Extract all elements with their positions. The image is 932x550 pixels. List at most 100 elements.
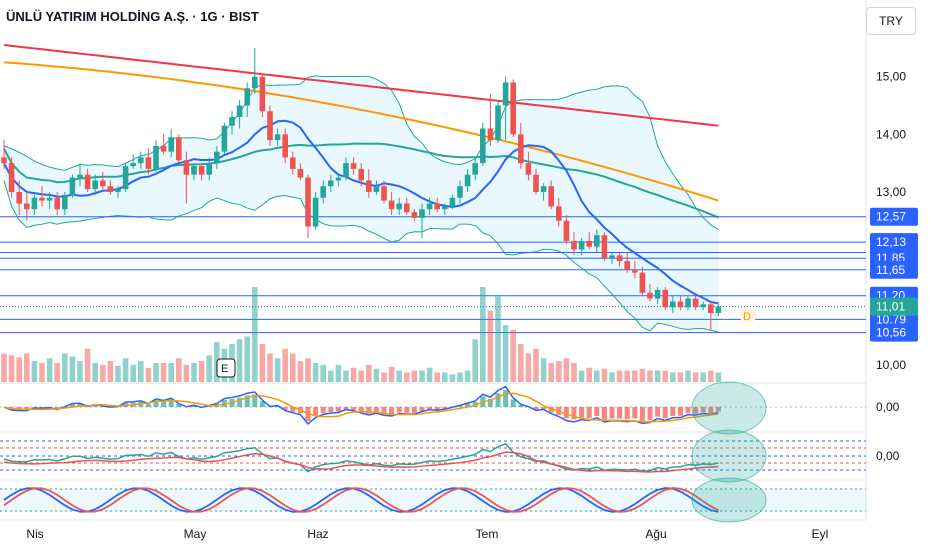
candle-body[interactable] — [297, 168, 304, 178]
candle-body[interactable] — [107, 186, 114, 192]
candle-body[interactable] — [160, 145, 167, 152]
candle-body[interactable] — [130, 163, 136, 167]
candle-body[interactable] — [578, 240, 585, 250]
candle-body[interactable] — [540, 186, 547, 192]
candle-body[interactable] — [183, 160, 190, 175]
candle-body[interactable] — [100, 180, 106, 187]
candle-body[interactable] — [571, 240, 577, 250]
candle-body[interactable] — [366, 180, 372, 192]
candle-body[interactable] — [244, 88, 250, 106]
candle-body[interactable] — [601, 235, 608, 259]
candle-body[interactable] — [624, 261, 630, 270]
candle-body[interactable] — [77, 174, 83, 178]
candle-body[interactable] — [54, 197, 60, 210]
candle-body[interactable] — [381, 186, 387, 201]
candle-body[interactable] — [487, 128, 494, 141]
candle-body[interactable] — [502, 82, 509, 106]
candle-body[interactable] — [274, 134, 281, 141]
candle-body[interactable] — [328, 180, 334, 187]
candle-body[interactable] — [708, 304, 714, 313]
candle-body[interactable] — [138, 157, 144, 164]
candle-body[interactable] — [548, 186, 554, 207]
candle-body[interactable] — [442, 206, 448, 210]
candle-body[interactable] — [259, 76, 266, 112]
candle-body[interactable] — [525, 163, 532, 175]
candle-body[interactable] — [39, 197, 45, 201]
candle-body[interactable] — [457, 186, 463, 198]
candle-body[interactable] — [176, 137, 182, 161]
candle-body[interactable] — [472, 163, 478, 175]
candle-body[interactable] — [46, 197, 53, 201]
candle-body[interactable] — [434, 203, 440, 210]
candle-body[interactable] — [449, 197, 456, 207]
candle-body[interactable] — [16, 191, 22, 204]
candle-body[interactable] — [168, 137, 174, 152]
candle-body[interactable] — [677, 301, 684, 308]
candle-body[interactable] — [69, 177, 76, 195]
candle-body[interactable] — [464, 174, 471, 187]
candle-body[interactable] — [122, 166, 129, 190]
candle-body[interactable] — [8, 163, 15, 192]
candle-body[interactable] — [236, 105, 243, 118]
candle-body[interactable] — [662, 289, 668, 308]
candle-body[interactable] — [229, 117, 235, 126]
candle-body[interactable] — [24, 203, 30, 210]
candle-body[interactable] — [343, 163, 349, 178]
candle-body[interactable] — [145, 157, 152, 169]
candle-body[interactable] — [206, 163, 212, 175]
candle-body[interactable] — [533, 174, 539, 192]
candle-body[interactable] — [411, 212, 418, 218]
candle-body[interactable] — [510, 82, 516, 135]
candle-body[interactable] — [358, 168, 364, 181]
candle-body[interactable] — [419, 209, 425, 218]
candle-body[interactable] — [518, 134, 524, 164]
candle-body[interactable] — [495, 105, 501, 141]
candle-body[interactable] — [267, 111, 273, 141]
candle-body[interactable] — [563, 220, 570, 241]
candle-body[interactable] — [639, 272, 646, 293]
candle-body[interactable] — [31, 197, 38, 210]
candle-body[interactable] — [312, 197, 319, 227]
candle-body[interactable] — [654, 289, 661, 299]
candle-body[interactable] — [670, 301, 676, 308]
candle-body[interactable] — [373, 186, 380, 192]
candle-body[interactable] — [692, 298, 699, 308]
candle-body[interactable] — [320, 186, 326, 198]
candle-body[interactable] — [92, 180, 98, 190]
candle-body[interactable] — [404, 203, 410, 213]
candle-body[interactable] — [290, 157, 296, 169]
earnings-marker[interactable] — [216, 358, 236, 378]
candle-body[interactable] — [388, 200, 395, 210]
candle-body[interactable] — [84, 174, 91, 190]
candle-body[interactable] — [632, 269, 638, 273]
candle-body[interactable] — [594, 235, 600, 247]
candle-body[interactable] — [685, 298, 691, 308]
candle-body[interactable] — [616, 255, 623, 262]
candle-body[interactable] — [715, 306, 722, 313]
candle-body[interactable] — [221, 125, 228, 152]
currency-button[interactable]: TRY — [866, 7, 916, 35]
dividend-marker[interactable] — [740, 307, 756, 324]
candle-body[interactable] — [115, 189, 121, 192]
candle-body[interactable] — [198, 166, 205, 175]
candle-body[interactable] — [480, 128, 486, 164]
candle-body[interactable] — [700, 304, 706, 308]
candle-body[interactable] — [153, 145, 159, 169]
candle-body[interactable] — [556, 206, 562, 221]
candle-body[interactable] — [647, 292, 653, 299]
candle-body[interactable] — [350, 163, 357, 169]
candle-body[interactable] — [396, 203, 402, 210]
volume-bar — [632, 370, 638, 382]
candle-body[interactable] — [335, 177, 342, 181]
candle-body[interactable] — [282, 134, 288, 158]
candle-body[interactable] — [62, 194, 68, 210]
candle-body[interactable] — [426, 203, 433, 210]
candle-body[interactable] — [191, 166, 197, 175]
candle-body[interactable] — [214, 151, 220, 164]
candle-body[interactable] — [609, 255, 615, 259]
candle-body[interactable] — [305, 177, 311, 227]
candle-body[interactable] — [252, 76, 258, 89]
candle-body[interactable] — [1, 157, 7, 164]
candle-body[interactable] — [586, 240, 592, 247]
